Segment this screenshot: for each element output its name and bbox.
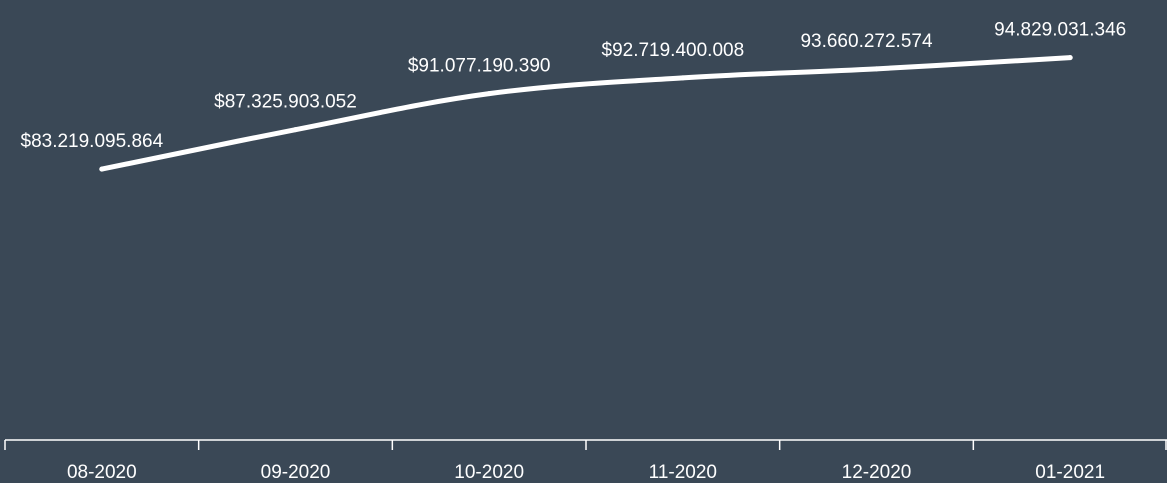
series-line: [99, 55, 1073, 172]
plot-area: 08-2020 09-2020 10-2020 11-2020 12-2020 01-20…: [4, 20, 1167, 483]
x-tick-label: 09-2020: [261, 462, 331, 483]
data-label: 94.829.031.346: [994, 20, 1126, 41]
x-tick-label: 11-2020: [649, 462, 717, 483]
x-tick-label: 10-2020: [454, 462, 524, 483]
data-point: [680, 75, 686, 81]
data-point: [486, 91, 492, 97]
data-label: $91.077.190.390: [408, 56, 551, 77]
data-point: [874, 66, 879, 72]
data-point: [293, 127, 298, 133]
x-tick-label: 01-2021: [1035, 462, 1105, 483]
data-label: 93.660.272.574: [800, 31, 933, 52]
x-tick-label: 08-2020: [67, 462, 137, 483]
data-point: [1067, 55, 1073, 61]
data-label: $83.219.095.864: [21, 131, 164, 152]
x-tick-label: 12-2020: [842, 462, 912, 483]
data-label: $87.325.903.052: [214, 92, 357, 113]
data-label: $92.719.400.008: [602, 40, 745, 61]
data-point: [99, 166, 105, 172]
